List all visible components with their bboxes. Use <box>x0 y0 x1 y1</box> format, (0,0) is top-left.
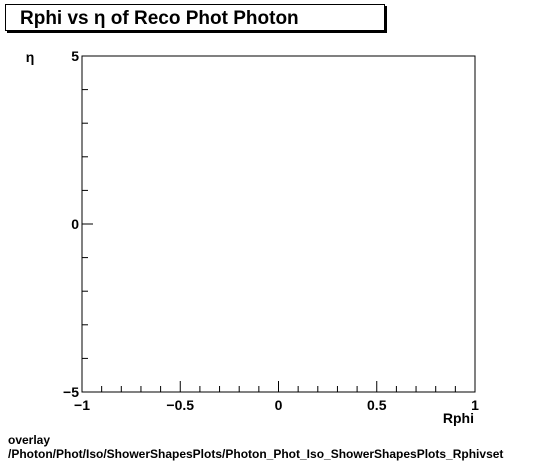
chart-title: Rphi vs η of Reco Phot Photon <box>20 8 299 29</box>
x-axis-label: Rphi <box>443 410 474 426</box>
x-tick-label: −0.5 <box>166 397 194 413</box>
x-tick-label: −1 <box>74 397 90 413</box>
y-tick-label: 5 <box>71 48 79 64</box>
chart-title-box: Rphi vs η of Reco Phot Photon <box>5 4 385 31</box>
footer-line-2: /Photon/Phot/Iso/ShowerShapesPlots/Photo… <box>8 447 504 461</box>
x-tick-label: 0 <box>275 397 283 413</box>
plot-frame <box>81 55 476 393</box>
x-tick-label: 1 <box>471 397 479 413</box>
y-tick-label: 0 <box>71 216 79 232</box>
x-tick-label: 0.5 <box>367 397 387 413</box>
y-tick-label: −5 <box>63 384 79 400</box>
footer-line-1: overlay <box>8 433 51 447</box>
y-axis-label: η <box>26 49 35 65</box>
